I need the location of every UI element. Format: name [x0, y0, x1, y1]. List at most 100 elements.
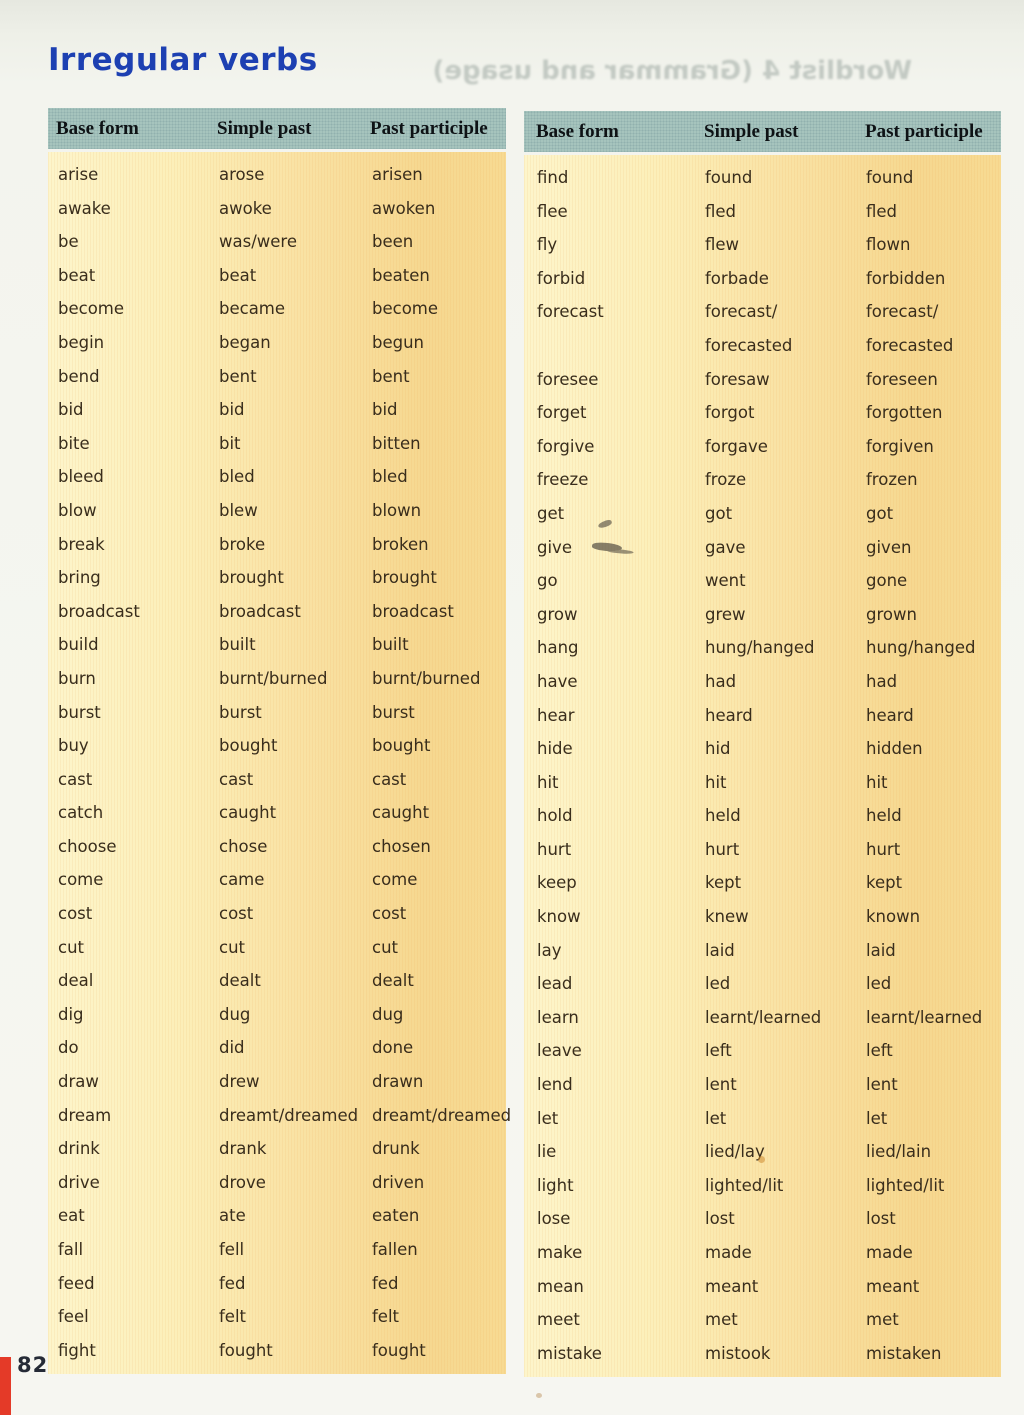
table-row: find found found [524, 161, 1001, 195]
base-form-cell: forecast [537, 302, 604, 322]
base-form-cell: lay [537, 940, 562, 960]
base-form-cell: forbid [537, 268, 586, 288]
base-form-cell: feed [58, 1273, 95, 1293]
simple-past-cell: fought [219, 1340, 273, 1360]
past-participle-cell: beaten [372, 265, 430, 285]
past-participle-cell: laid [866, 940, 896, 960]
table-row: foresee foresaw foreseen [524, 363, 1001, 397]
base-form-cell: foresee [537, 369, 599, 389]
simple-past-cell: heard [705, 705, 753, 725]
irregular-verbs-table-right: Base form Simple past Past participle fi… [524, 111, 1001, 1377]
past-participle-cell: foreseen [866, 369, 938, 389]
table-row: blow blew blown [48, 494, 506, 528]
table-row: begin began begun [48, 326, 506, 360]
past-participle-cell: been [372, 232, 414, 252]
table-row: beat beat beaten [48, 259, 506, 293]
base-form-cell: blow [58, 500, 97, 520]
base-form-cell: do [58, 1038, 79, 1058]
simple-past-cell: left [705, 1041, 732, 1061]
base-form-cell: lie [537, 1142, 557, 1162]
simple-past-cell: bent [219, 366, 257, 386]
base-form-cell: hide [537, 739, 573, 759]
simple-past-cell: blew [219, 500, 258, 520]
base-form-cell: forgive [537, 436, 595, 456]
base-form-cell: make [537, 1243, 583, 1262]
table-row: fly flew flown [524, 228, 1001, 262]
past-participle-cell: lost [866, 1209, 896, 1229]
simple-past-cell: bled [219, 467, 255, 487]
irregular-verbs-table-left: Base form Simple past Past participle ar… [48, 108, 511, 1374]
past-participle-cell: cost [372, 904, 407, 924]
table-row: lead led led [524, 967, 1001, 1001]
table-row: bleed bled bled [48, 460, 506, 494]
base-form-cell: bring [58, 568, 101, 588]
simple-past-cell: lied/lay [705, 1142, 765, 1162]
simple-past-cell: lighted/lit [705, 1175, 784, 1195]
past-participle-cell: burst [372, 702, 415, 722]
table-row: light lighted/lit lighted/lit [524, 1169, 1001, 1203]
simple-past-cell: bid [219, 400, 245, 420]
past-participle-cell: fallen [372, 1240, 418, 1259]
base-form-cell: dig [58, 1004, 84, 1024]
column-header-past-participle: Past participle [865, 120, 983, 142]
simple-past-cell: cost [219, 904, 254, 924]
table-row: hang hung/hanged hung/hanged [524, 631, 1001, 665]
table-row: have had had [524, 665, 1001, 699]
simple-past-cell: went [705, 571, 746, 591]
table-row: get got got [524, 497, 1001, 531]
base-form-cell: eat [58, 1206, 85, 1226]
past-participle-cell: fled [866, 201, 898, 221]
past-participle-cell: driven [372, 1172, 425, 1192]
table-row: burst burst burst [48, 696, 506, 730]
simple-past-cell: hurt [705, 839, 740, 859]
base-form-cell: burst [58, 702, 101, 722]
past-participle-cell: hurt [866, 839, 901, 859]
table-body-right: find found found flee fled fled fly flew flown fo… [524, 155, 1001, 1377]
base-form-cell: hold [537, 806, 573, 826]
table-row: let let let [524, 1102, 1001, 1136]
simple-past-cell: beat [219, 265, 257, 285]
table-row: lie lied/lay lied/lain [524, 1135, 1001, 1169]
base-form-cell: come [58, 870, 104, 890]
past-participle-cell: led [866, 974, 892, 994]
column-header-simple-past: Simple past [217, 117, 312, 139]
simple-past-cell: let [705, 1108, 727, 1128]
base-form-cell: draw [58, 1072, 99, 1092]
past-participle-cell: meant [866, 1276, 920, 1296]
simple-past-cell: broadcast [219, 601, 301, 621]
simple-past-cell: cut [219, 937, 245, 957]
base-form-cell: bite [58, 433, 90, 453]
base-form-cell: beat [58, 265, 96, 285]
past-participle-cell: forecast/ forecasted [866, 302, 954, 355]
simple-past-cell: mistook [705, 1343, 771, 1363]
simple-past-cell: drew [219, 1072, 260, 1092]
table-row: hurt hurt hurt [524, 833, 1001, 867]
table-row: lay laid laid [524, 934, 1001, 968]
table-row: learn learnt/learned learnt/learned [524, 1001, 1001, 1035]
past-participle-cell: bled [372, 467, 408, 487]
past-participle-cell: made [866, 1243, 913, 1262]
simple-past-cell: led [705, 974, 731, 994]
base-form-cell: broadcast [58, 601, 140, 621]
past-participle-cell: flown [866, 235, 911, 255]
past-participle-cell: hung/hanged [866, 638, 976, 658]
past-participle-cell: learnt/learned [866, 1007, 983, 1027]
simple-past-cell: froze [705, 470, 747, 490]
table-row: know knew known [524, 900, 1001, 934]
simple-past-cell: built [219, 635, 256, 655]
past-participle-cell: grown [866, 604, 917, 624]
past-participle-cell: fed [372, 1273, 399, 1293]
table-row: break broke broken [48, 528, 506, 562]
simple-past-cell: fed [219, 1273, 246, 1293]
table-row: cast cast cast [48, 763, 506, 797]
base-form-cell: build [58, 635, 99, 655]
table-header-row: Base form Simple past Past participle [524, 111, 1001, 152]
table-row: bite bit bitten [48, 427, 506, 461]
simple-past-cell: dealt [219, 971, 261, 991]
past-participle-cell: lent [866, 1075, 898, 1095]
base-form-cell: flee [537, 201, 568, 221]
past-participle-cell: done [372, 1038, 414, 1058]
table-row: hold held held [524, 799, 1001, 833]
column-header-simple-past: Simple past [704, 120, 799, 142]
past-participle-cell: broken [372, 534, 429, 554]
